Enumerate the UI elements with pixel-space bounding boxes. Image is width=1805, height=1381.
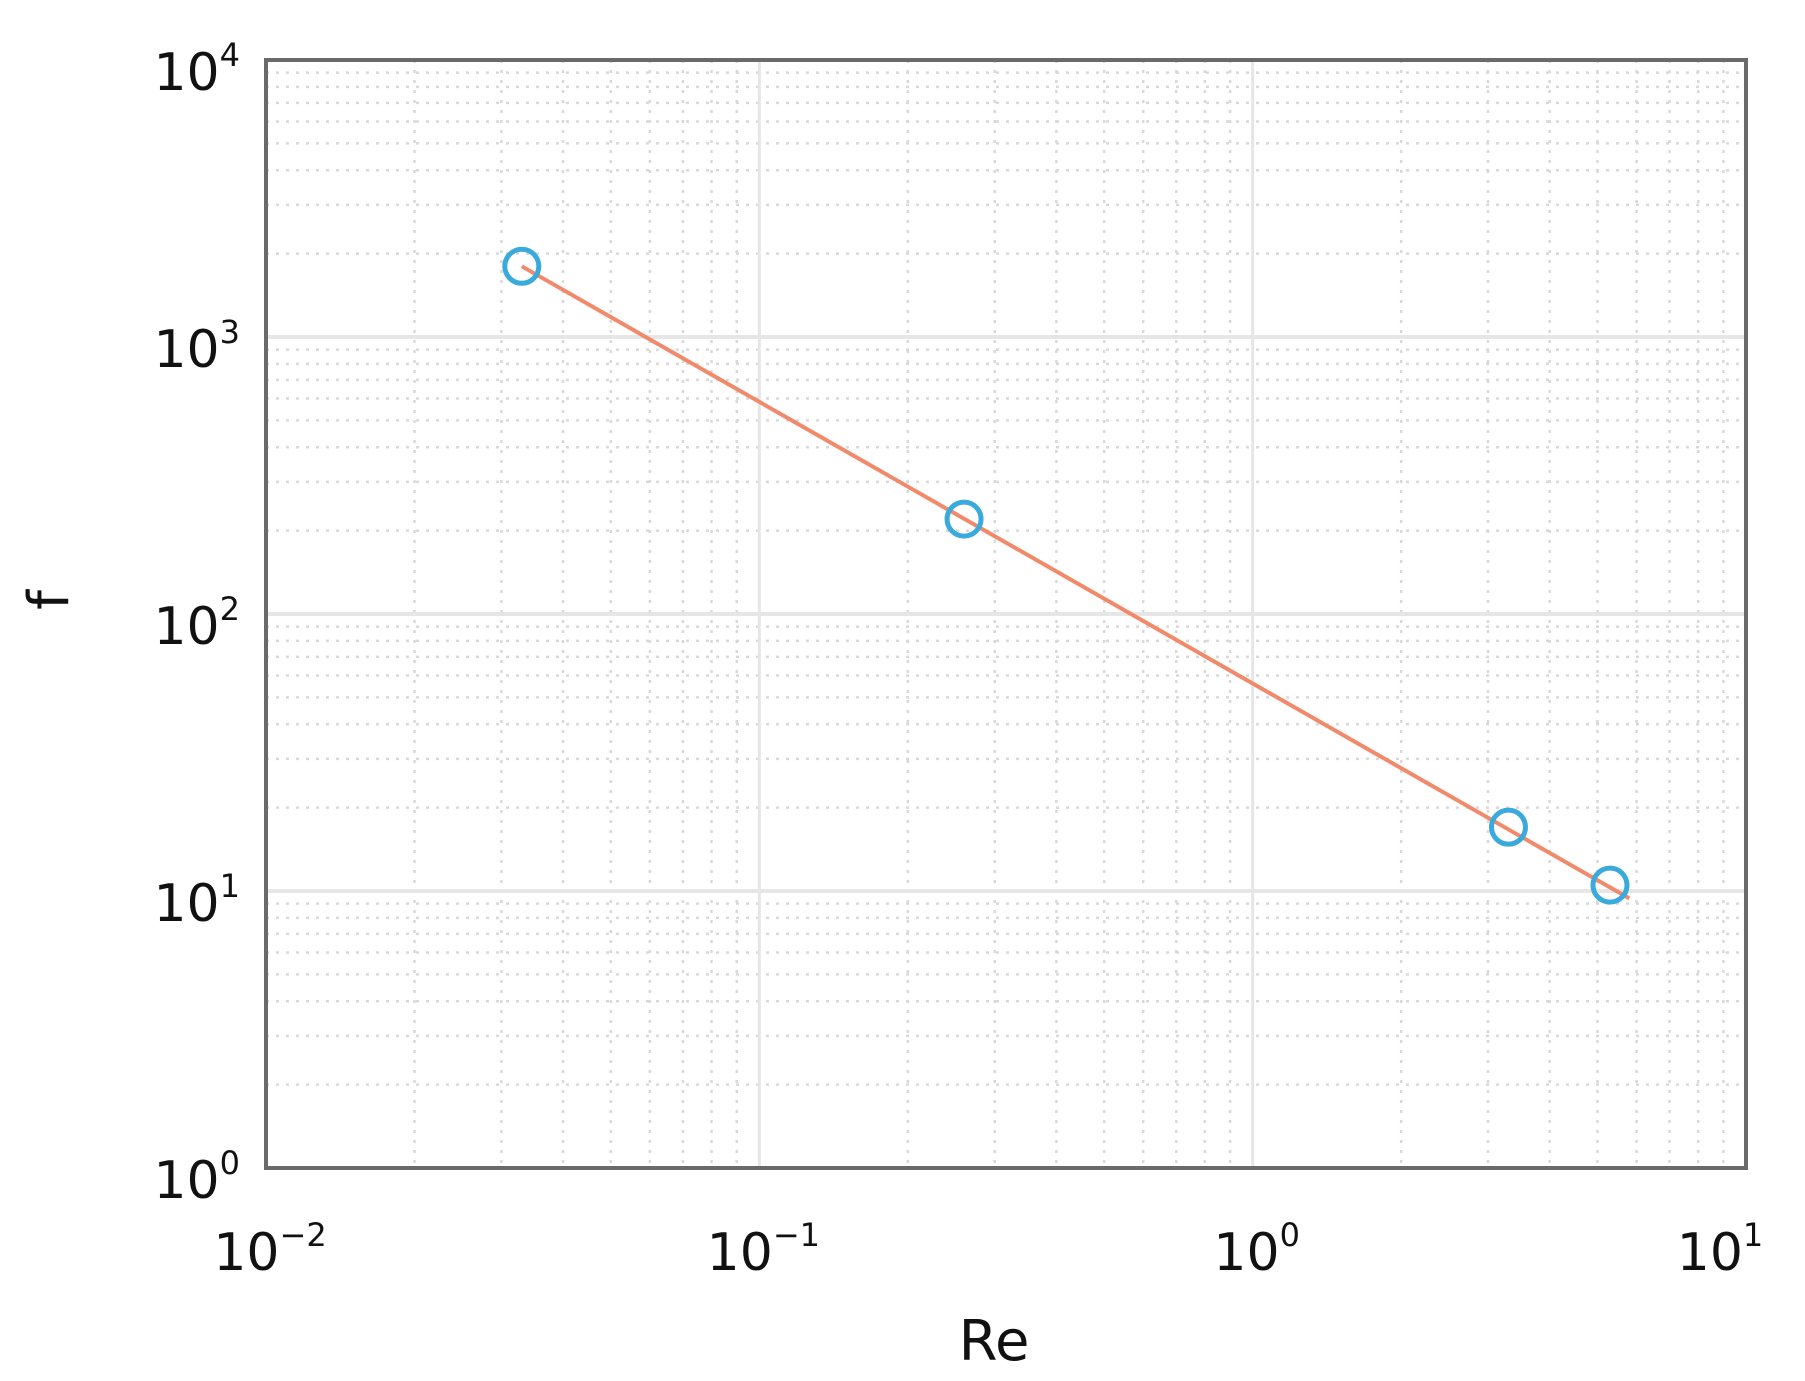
y-tick-label: 104 [153,36,240,103]
y-tick-label: 103 [153,313,240,380]
y-tick-label: 100 [153,1144,240,1211]
y-axis-title: f [17,589,82,610]
x-axis-title: Re [959,1309,1030,1374]
fit-line [520,264,1631,901]
data-point [1590,865,1630,905]
data-point [1488,807,1528,847]
x-tick-label: 10−1 [707,1216,820,1283]
data-point [502,246,542,286]
x-tick-label: 100 [1213,1216,1300,1283]
y-tick-label: 102 [153,590,240,657]
series [502,246,1631,905]
y-tick-label: 101 [153,867,240,934]
x-tick-label: 101 [1677,1216,1764,1283]
y-axis-ticks: 100 101 102 103 104 [153,36,240,1211]
plot-frame [264,58,1748,1170]
grid [266,60,1746,1168]
x-axis-ticks: 10−2 10−1 100 101 [213,1216,1763,1283]
data-point [944,499,984,539]
x-tick-label: 10−2 [213,1216,326,1283]
